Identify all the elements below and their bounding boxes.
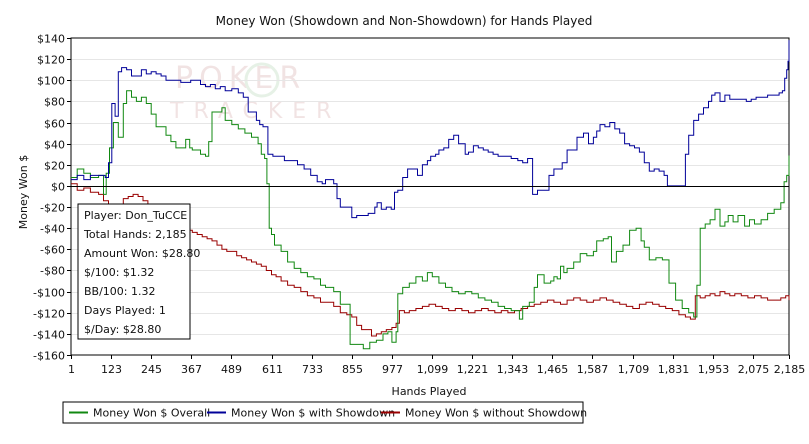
legend-item-overall: Money Won $ Overall	[69, 407, 210, 420]
info-total-hands: Total Hands: 2,185	[83, 228, 187, 241]
plot-area	[70, 37, 790, 356]
series-line-showdown	[71, 40, 790, 219]
info-dollars-per-100: $/100: $1.32	[84, 266, 154, 279]
y-tick-label: $100	[37, 75, 65, 88]
legend-label-showdown: Money Won $ with Showdown	[231, 407, 395, 420]
y-tick-label: $140	[37, 33, 65, 46]
y-axis-label: Money Won $	[17, 155, 30, 229]
x-tick-label: 2,185	[774, 363, 806, 376]
x-tick-label: 1,099	[417, 363, 449, 376]
legend-label-non-showdown: Money Won $ without Showdown	[405, 407, 587, 420]
x-tick-label: 977	[382, 363, 403, 376]
y-tick-label: -$120	[33, 308, 65, 321]
x-tick-label: 1,587	[577, 363, 609, 376]
x-axis: 1 123 245 367 489 611 733 855 977 1,099 1,221 1,343…	[68, 355, 805, 376]
y-tick-label: $0	[51, 181, 65, 194]
x-tick-label: 1,343	[497, 363, 529, 376]
info-days-played: Days Played: 1	[84, 304, 166, 317]
info-dollars-per-day: $/Day: $28.80	[84, 323, 161, 336]
x-tick-label: 1	[68, 363, 75, 376]
legend-item-showdown: Money Won $ with Showdown	[207, 407, 395, 420]
y-tick-label: -$140	[33, 329, 65, 342]
x-tick-label: 2,075	[738, 363, 770, 376]
chart-title: Money Won (Showdown and Non-Showdown) fo…	[216, 14, 593, 28]
x-tick-label: 367	[181, 363, 202, 376]
y-tick-label: -$60	[40, 244, 65, 257]
y-tick-label: $80	[44, 96, 65, 109]
x-tick-label: 245	[141, 363, 162, 376]
poker-tracker-watermark: POKER TRACKER	[169, 61, 331, 124]
y-tick-label: -$40	[40, 223, 65, 236]
series-line-overall	[71, 90, 790, 350]
y-tick-label: $120	[37, 54, 65, 67]
player-info-box: Player: Don_TuCCE Total Hands: 2,185 Amo…	[77, 203, 200, 340]
x-tick-label: 733	[302, 363, 323, 376]
x-tick-label: 611	[262, 363, 283, 376]
info-bb-per-100: BB/100: 1.32	[84, 285, 156, 298]
x-tick-label: 1,221	[457, 363, 489, 376]
x-tick-label: 489	[221, 363, 242, 376]
x-tick-label: 855	[342, 363, 363, 376]
legend-item-non-showdown: Money Won $ without Showdown	[381, 407, 587, 420]
y-tick-label: $60	[44, 118, 65, 131]
y-tick-label: $20	[44, 160, 65, 173]
x-tick-label: 123	[101, 363, 122, 376]
y-tick-label: -$160	[33, 350, 65, 363]
y-axis: $140 $120 $100 $80 $60 $40 $20 $0 -$20 -$40 -$60 -$…	[33, 33, 71, 363]
y-tick-label: -$80	[40, 265, 65, 278]
x-tick-label: 1,831	[658, 363, 690, 376]
legend-label-overall: Money Won $ Overall	[93, 407, 210, 420]
legend: Money Won $ Overall Money Won $ with Sho…	[62, 401, 587, 424]
y-tick-label: -$20	[40, 202, 65, 215]
info-box-frame	[77, 203, 191, 340]
info-player: Player: Don_TuCCE	[84, 209, 187, 222]
x-tick-label: 1,709	[618, 363, 650, 376]
info-amount-won: Amount Won: $28.80	[84, 247, 200, 260]
x-axis-label: Hands Played	[392, 385, 467, 398]
x-tick-label: 1,953	[698, 363, 730, 376]
x-tick-label: 1,465	[537, 363, 569, 376]
y-tick-label: $40	[44, 139, 65, 152]
svg-text:POKER: POKER	[175, 61, 306, 96]
y-tick-label: -$100	[33, 287, 65, 300]
legend-frame	[62, 401, 584, 424]
